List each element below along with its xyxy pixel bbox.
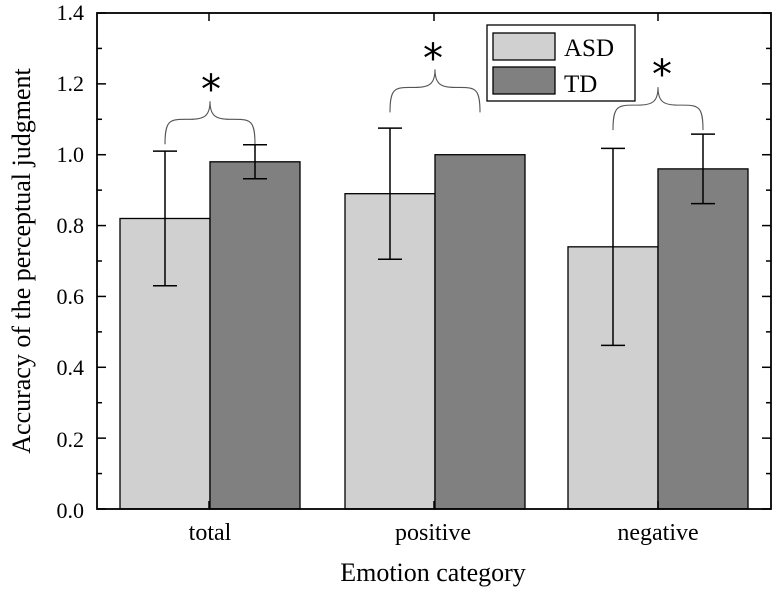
- significance-bracket-positive: [389, 69, 481, 113]
- legend-label-asd: ASD: [564, 35, 614, 62]
- x-category-labels: total positive negative: [189, 520, 699, 546]
- significance-bracket-negative: [612, 87, 704, 131]
- y-tick-label: 1.0: [57, 142, 85, 167]
- y-tick-label: 1.4: [57, 0, 85, 25]
- bars: [119, 154, 749, 510]
- legend-swatch-asd: [492, 32, 556, 61]
- significance-star: *: [201, 67, 221, 113]
- significance-star: *: [423, 36, 443, 82]
- x-axis-title: Emotion category: [340, 558, 526, 587]
- legend: ASD TD: [486, 24, 636, 102]
- y-tick-label: 0.2: [57, 427, 85, 452]
- y-tick-label: 0.4: [57, 355, 85, 380]
- x-category-label: negative: [617, 520, 698, 546]
- significance-brackets: * * *: [164, 36, 704, 145]
- bar-td-positive: [434, 154, 526, 510]
- error-bars: [153, 127, 715, 347]
- y-tick-labels: 0.0 0.2 0.4 0.6 0.8 1.0 1.2 1.4: [57, 0, 85, 523]
- x-category-label: positive: [395, 520, 471, 546]
- y-tick-label: 0.8: [57, 213, 85, 238]
- bar-td-total: [209, 161, 301, 510]
- x-category-label: total: [189, 520, 232, 546]
- bar-td-negative: [657, 168, 749, 510]
- legend-swatch-td: [492, 66, 556, 95]
- y-tick-label: 1.2: [57, 71, 85, 96]
- legend-label-td: TD: [564, 71, 597, 98]
- y-tick-label: 0.0: [57, 498, 85, 523]
- axis-ticks: [97, 12, 771, 510]
- significance-bracket-total: [164, 101, 256, 145]
- significance-star: *: [652, 52, 672, 98]
- y-tick-label: 0.6: [57, 284, 85, 309]
- y-axis-title: Accuracy of the perceptual judgment: [7, 67, 36, 453]
